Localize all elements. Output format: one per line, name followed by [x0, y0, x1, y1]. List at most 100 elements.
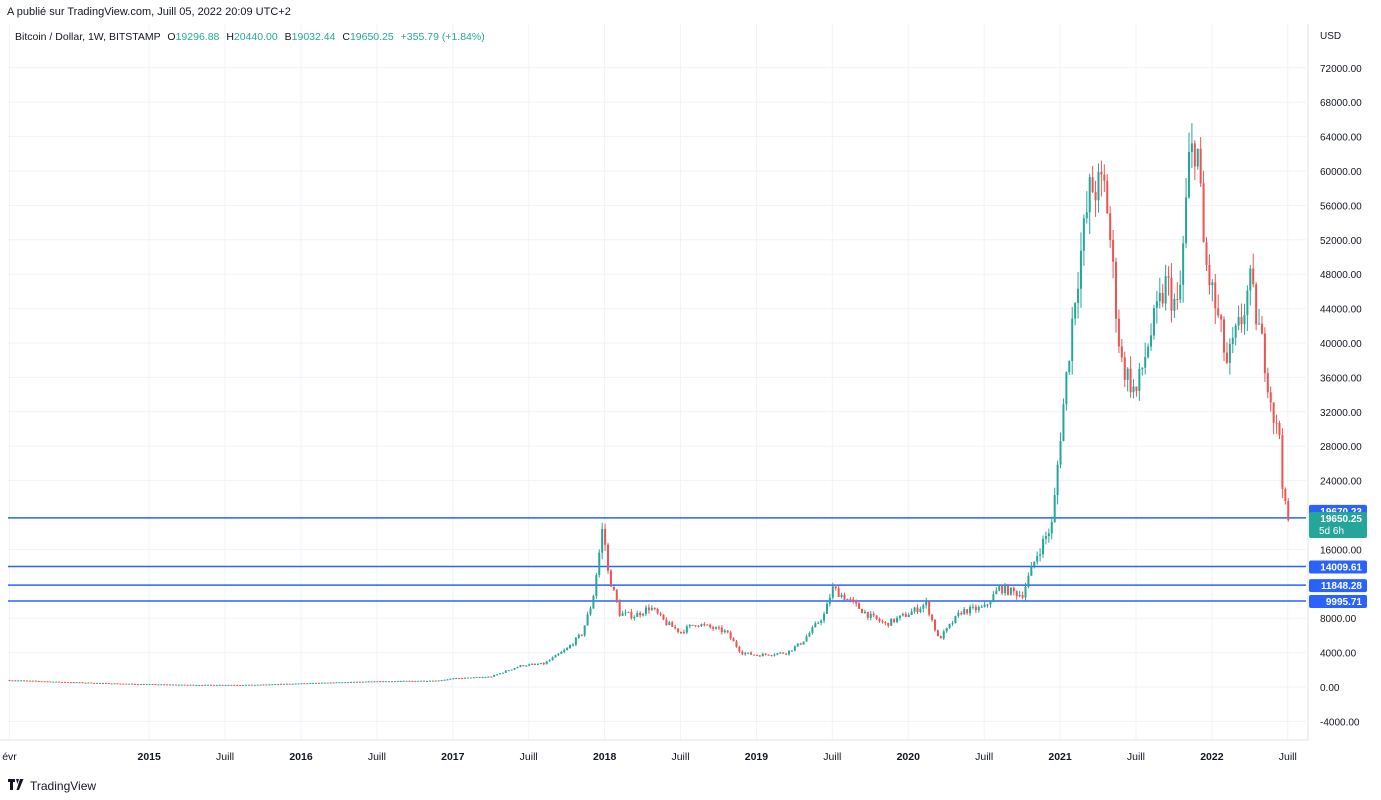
candle-body — [653, 607, 656, 610]
price-axis[interactable]: 72000.00 68000.00 64000.00 60000.00 56000.00… — [1320, 64, 1362, 729]
candle-body — [230, 684, 233, 686]
candle-body — [99, 682, 102, 684]
candle-body — [989, 601, 992, 605]
candle-body — [738, 646, 741, 652]
candle-body — [1237, 316, 1240, 326]
candle-body — [536, 664, 539, 666]
candle-body — [151, 684, 154, 686]
candle-body — [697, 625, 700, 627]
candle-body — [136, 684, 139, 686]
candle-body — [344, 682, 347, 684]
candle-body — [1193, 143, 1196, 167]
candle-body — [951, 623, 954, 625]
candle-body — [916, 607, 919, 612]
candle-body — [1006, 585, 1009, 595]
candle-body — [233, 684, 236, 686]
candle-body — [449, 678, 452, 680]
candle-body — [1173, 298, 1176, 311]
candle-body — [192, 684, 195, 686]
y-tick-label: 48000.00 — [1320, 270, 1362, 281]
candle-body — [490, 676, 493, 678]
bar-countdown-label: 5d 6h — [1319, 526, 1344, 537]
candle-body — [20, 680, 23, 682]
x-tick-label: Juill — [1127, 751, 1145, 763]
candle-body — [703, 624, 706, 626]
candle-body — [566, 648, 569, 651]
candle-body — [414, 680, 417, 682]
candle-body — [825, 603, 828, 614]
candle-body — [528, 664, 531, 666]
candle-body — [367, 681, 370, 683]
candle-body — [408, 680, 411, 682]
candle-body — [23, 680, 26, 682]
candle-body — [17, 680, 20, 682]
time-axis[interactable]: évr 2015 Juill 2016 Juill 2017 Juill 2018 Juill 2… — [2, 751, 1297, 763]
y-tick-label: 16000.00 — [1320, 545, 1362, 556]
candle-body — [869, 613, 872, 618]
candle-body — [642, 613, 645, 616]
candle-body — [878, 618, 881, 622]
candle-body — [790, 650, 793, 652]
candle-body — [840, 594, 843, 597]
published-header: A publié sur TradingView.com, Juill 05, … — [7, 6, 291, 18]
candle-body — [598, 552, 601, 576]
x-tick-label: évr — [2, 751, 17, 763]
candle-body — [1258, 323, 1261, 325]
candle-body — [694, 625, 697, 627]
candle-body — [936, 630, 939, 637]
candle-body — [1225, 352, 1228, 363]
candle-body — [942, 631, 945, 639]
candle-body — [69, 682, 72, 684]
y-tick-label: 4000.00 — [1320, 649, 1357, 660]
candle-body — [1228, 344, 1231, 363]
candle-body — [350, 682, 353, 684]
candle-body — [355, 681, 358, 683]
x-tick-label: Juill — [520, 751, 538, 763]
candle-body — [712, 627, 715, 629]
candle-body — [1199, 148, 1202, 184]
candle-body — [259, 684, 262, 686]
candle-body — [1214, 282, 1217, 309]
candle-body — [811, 627, 814, 633]
last-price-label: 19650.25 — [1320, 514, 1362, 525]
candle-body — [390, 681, 393, 683]
candle-body — [604, 528, 607, 545]
candle-body — [420, 680, 423, 682]
candle-body — [1115, 261, 1118, 319]
candle-body — [595, 575, 598, 596]
candle-body — [983, 604, 986, 607]
candle-body — [1231, 337, 1234, 345]
candle-body — [998, 586, 1001, 591]
candle-body — [542, 662, 545, 665]
candle-body — [577, 634, 580, 638]
candle-body — [1027, 575, 1030, 587]
candle-body — [820, 620, 823, 623]
candle-body — [332, 682, 335, 684]
candle-body — [440, 680, 443, 682]
candle-body — [1223, 319, 1226, 353]
candle-body — [478, 677, 481, 679]
horizontal-levels[interactable] — [8, 517, 1306, 602]
candle-body — [484, 677, 487, 679]
candle-body — [861, 608, 864, 614]
candle-body — [1047, 533, 1050, 537]
candle-body — [586, 614, 589, 626]
x-tick-label: Juill — [368, 751, 386, 763]
candle-body — [717, 627, 720, 629]
candle-body — [1281, 435, 1284, 489]
candle-body — [788, 650, 791, 655]
candle-body — [828, 597, 831, 604]
candle-body — [1255, 284, 1258, 325]
candle-body — [186, 684, 189, 686]
candle-body — [1042, 538, 1045, 555]
candle-body — [700, 624, 703, 627]
candle-body — [1065, 372, 1068, 405]
candle-body — [960, 612, 963, 615]
footer-brand[interactable]: TradingView — [8, 778, 96, 793]
candle-body — [545, 661, 548, 665]
candle-body — [323, 682, 326, 684]
candle-body — [160, 684, 163, 686]
candle-body — [1246, 290, 1249, 315]
price-chart[interactable]: USD 72000.00 68000.00 64000.00 60000.00 5600… — [0, 24, 1381, 770]
candle-body — [735, 641, 738, 647]
